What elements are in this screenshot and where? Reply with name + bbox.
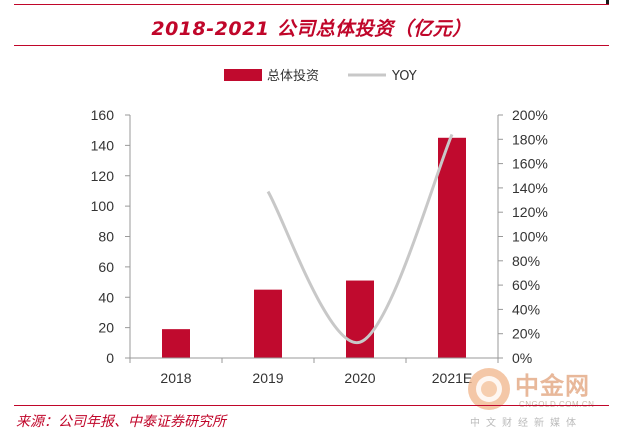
- x-tick-label: 2019: [252, 370, 283, 386]
- right-tick-label: 100%: [512, 229, 548, 245]
- bars: [162, 137, 466, 358]
- bar-2020: [346, 280, 374, 358]
- bottom-rule: [14, 405, 609, 406]
- right-tick-label: 200%: [512, 107, 548, 123]
- x-tick-label: 2021E: [432, 370, 472, 386]
- source-note: 来源：公司年报、中泰证券研究所: [16, 414, 226, 430]
- right-tick-label: 140%: [512, 180, 548, 196]
- title-rule: [14, 45, 609, 46]
- left-tick-label: 20: [98, 320, 114, 336]
- left-tick-label: 100: [91, 198, 115, 214]
- yoy-line-group: [266, 133, 454, 344]
- right-tick-label: 60%: [512, 277, 540, 293]
- right-tick-label: 120%: [512, 204, 548, 220]
- legend-bar-label: 总体投资: [267, 68, 319, 84]
- left-tick-label: 160: [91, 107, 115, 123]
- left-tick-label: 140: [91, 137, 115, 153]
- left-tick-label: 0: [106, 350, 114, 366]
- left-tick-label: 40: [98, 289, 114, 305]
- x-tick-label: 2018: [160, 370, 191, 386]
- right-tick-label: 40%: [512, 301, 540, 317]
- cngold-logo-icon: [468, 368, 510, 410]
- yoy-line: [266, 133, 454, 344]
- bar-2021E: [438, 137, 466, 358]
- watermark-tagline: 中文财经新媒体: [470, 418, 582, 429]
- right-tick-label: 160%: [512, 156, 548, 172]
- right-axis: 0% 20% 40% 60% 80% 100% 120% 140% 160% 180% 200%: [497, 107, 548, 366]
- bar-2018: [162, 329, 190, 358]
- chart-title: 2018-2021 公司总体投资（亿元）: [151, 18, 472, 40]
- watermark-name: 中金网: [515, 372, 590, 400]
- left-tick-label: 120: [91, 168, 115, 184]
- legend-bar-swatch: [224, 69, 262, 81]
- x-tick-label: 2020: [344, 370, 375, 386]
- right-tick-label: 0%: [512, 350, 532, 366]
- legend: 总体投资 YOY: [224, 68, 417, 84]
- left-tick-label: 60: [98, 259, 114, 275]
- right-tick-label: 20%: [512, 326, 540, 342]
- legend-line-label: YOY: [391, 69, 417, 84]
- left-tick-label: 80: [98, 229, 114, 245]
- watermark-url: CNGOLD.COM.CN: [519, 400, 595, 409]
- top-rule: [14, 0, 609, 5]
- bar-2019: [254, 289, 282, 358]
- right-tick-label: 80%: [512, 253, 540, 269]
- left-axis: 0 20 40 60 80 100 120 140 160: [91, 107, 131, 366]
- right-tick-label: 180%: [512, 131, 548, 147]
- x-axis: 2018 2019 2020 2021E: [129, 357, 499, 386]
